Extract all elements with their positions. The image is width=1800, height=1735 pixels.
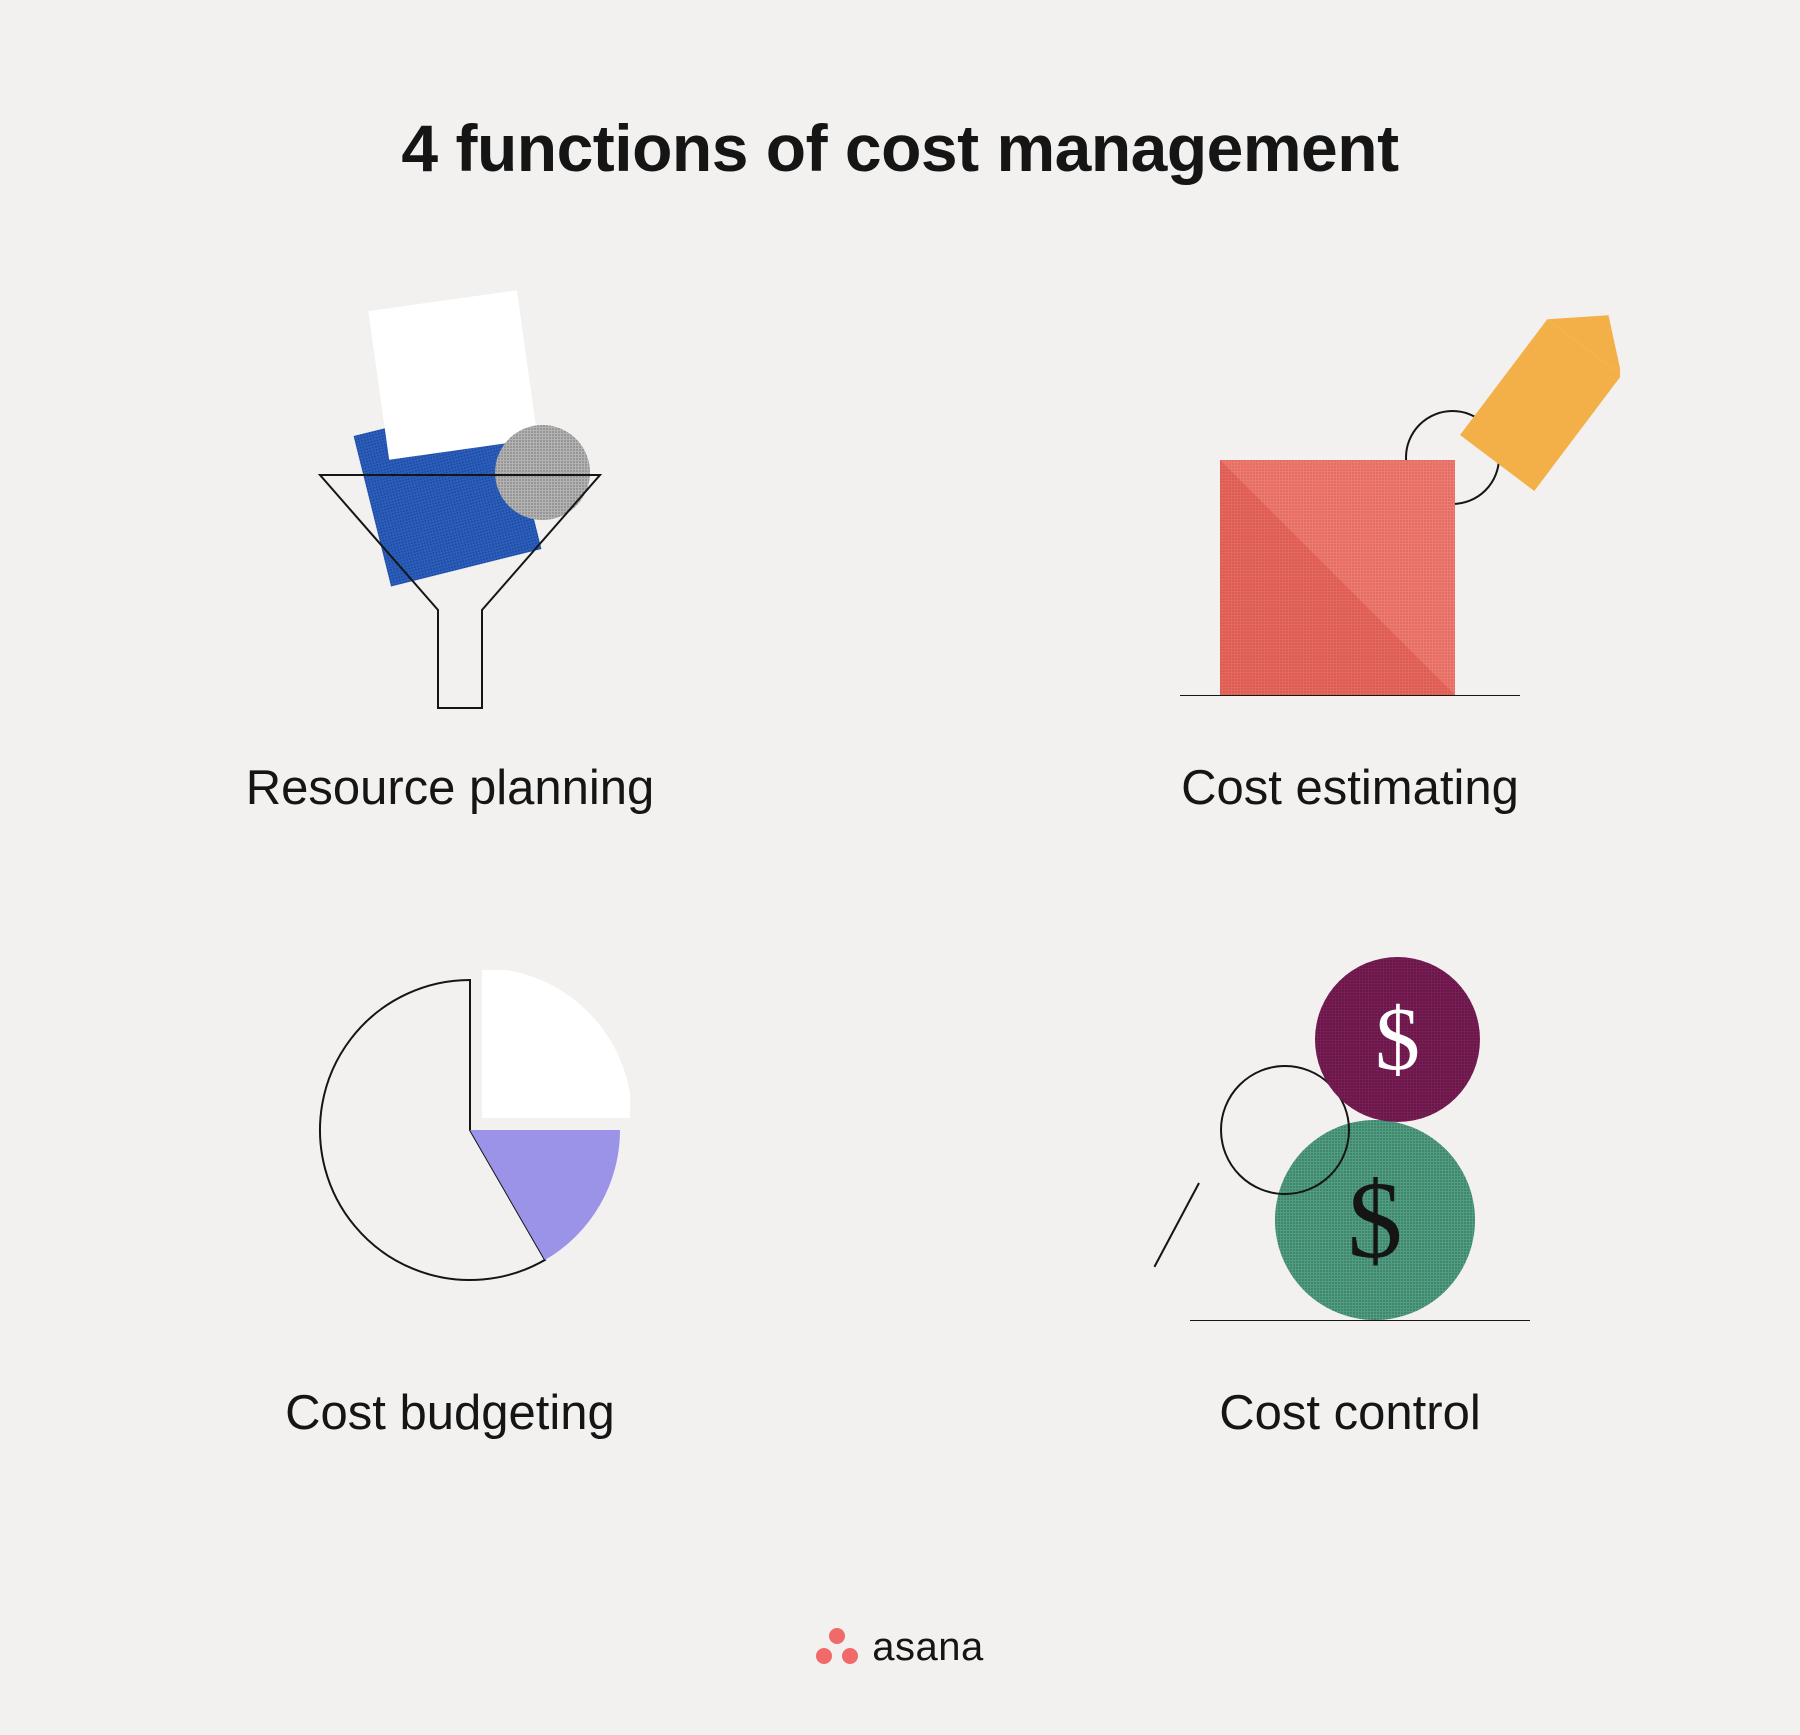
cell-cost-budgeting: Cost budgeting	[0, 925, 900, 1550]
pie-illustration	[200, 925, 700, 1345]
dollar-sign-icon: $	[1348, 1157, 1403, 1284]
dollar-sign-icon: $	[1375, 988, 1420, 1091]
brand-logo: asana	[0, 1625, 1800, 1670]
funnel-outline-icon	[315, 470, 605, 720]
cell-resource-planning: Resource planning	[0, 300, 900, 925]
asana-dots-icon	[816, 1628, 858, 1668]
brand-name: asana	[872, 1625, 983, 1670]
price-tag-illustration	[1100, 300, 1600, 720]
infographic-grid: Resource planning	[0, 300, 1800, 1550]
tag-yellow-icon	[1430, 300, 1620, 500]
coins-illustration: $ $	[1100, 925, 1600, 1345]
funnel-illustration	[200, 300, 700, 720]
pie-chart-icon	[310, 970, 630, 1290]
label-cost-estimating: Cost estimating	[1181, 760, 1519, 816]
cell-cost-estimating: Cost estimating	[900, 300, 1800, 925]
label-cost-budgeting: Cost budgeting	[285, 1385, 615, 1441]
cell-cost-control: $ $ Cost control	[900, 925, 1800, 1550]
magnifier-handle	[1154, 1183, 1200, 1268]
coin-purple: $	[1315, 957, 1480, 1122]
label-cost-control: Cost control	[1219, 1385, 1480, 1441]
label-resource-planning: Resource planning	[246, 760, 655, 816]
coin-baseline	[1190, 1320, 1530, 1321]
tag-red-square	[1220, 460, 1455, 695]
page-title: 4 functions of cost management	[0, 110, 1800, 186]
tag-baseline	[1180, 695, 1520, 696]
